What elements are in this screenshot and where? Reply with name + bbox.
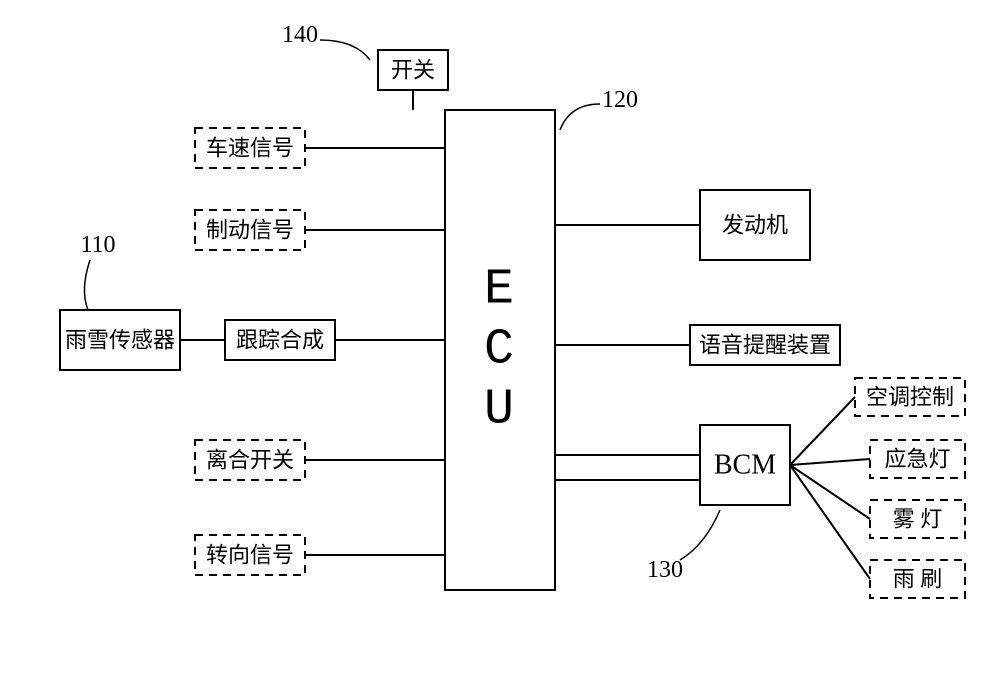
ecu-label-U: U (484, 382, 516, 439)
input-brake-label: 制动信号 (206, 218, 294, 243)
switch-box-label: 开关 (391, 58, 435, 83)
ecu-label-E: E (484, 262, 516, 319)
switch-leader (320, 40, 370, 60)
sensor-ref: 110 (80, 232, 115, 258)
input-turn-label: 转向信号 (206, 543, 294, 568)
line-bcm-emerg (790, 459, 870, 465)
output-voice-label: 语音提醒装置 (699, 333, 831, 358)
block-diagram: ECU 120 开关 140 雨雪传感器 110 车速信号制动信号跟踪合成离合开关转向信号 发… (0, 0, 1000, 675)
ecu-label-C: C (484, 322, 516, 379)
sensor-box-label: 雨雪传感器 (65, 328, 175, 353)
switch-ref: 140 (282, 22, 318, 48)
input-clutch-label: 离合开关 (206, 448, 294, 473)
bcm-out-emerg-label: 应急灯 (884, 447, 950, 472)
line-bcm-ac (790, 397, 855, 465)
input-track-label: 跟踪合成 (236, 328, 324, 353)
line-bcm-fog (790, 465, 870, 519)
ecu-leader (560, 104, 600, 130)
bcm-out-wiper-label: 雨 刷 (893, 567, 943, 592)
output-engine-label: 发动机 (722, 213, 788, 238)
bcm-leader (680, 510, 720, 560)
bcm-ref: 130 (647, 557, 683, 583)
input-speed-label: 车速信号 (206, 136, 294, 161)
bcm-out-fog-label: 雾 灯 (893, 507, 943, 532)
ecu-ref: 120 (602, 87, 638, 113)
bcm-out-ac-label: 空调控制 (866, 385, 954, 410)
bcm-label: BCM (714, 450, 776, 481)
line-bcm-wiper (790, 465, 870, 579)
sensor-leader (84, 260, 90, 310)
